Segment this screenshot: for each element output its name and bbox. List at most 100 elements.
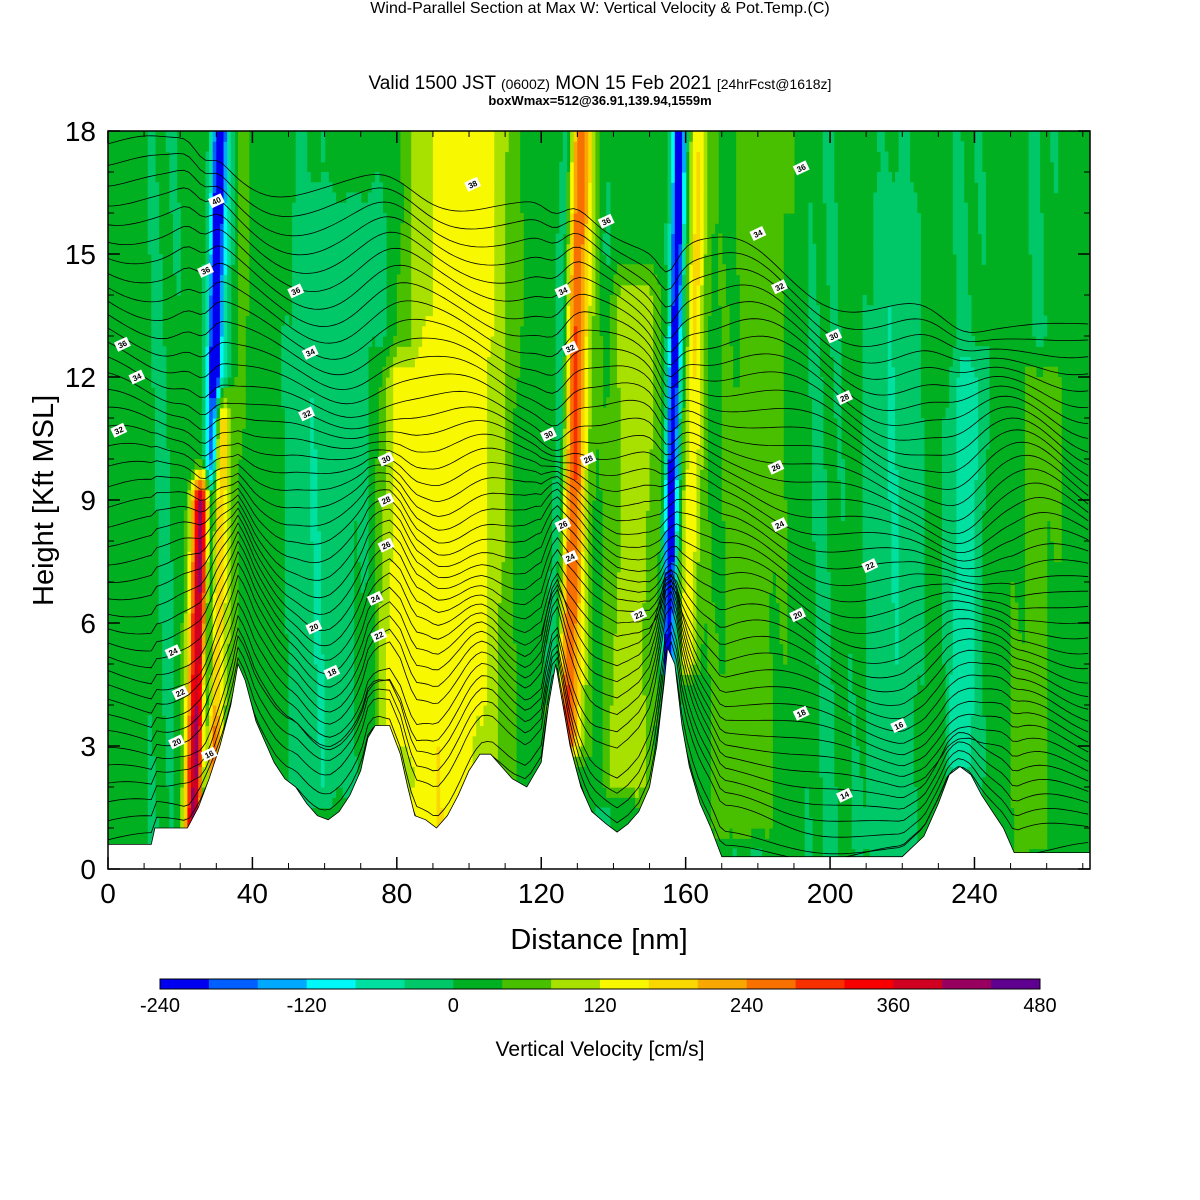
velocity-cell (321, 664, 326, 675)
velocity-cell (223, 387, 228, 399)
velocity-cell (328, 561, 333, 573)
velocity-cell (436, 797, 441, 809)
velocity-cell (299, 653, 304, 665)
velocity-cell (288, 756, 293, 768)
velocity-cell (469, 233, 474, 245)
velocity-cell (483, 336, 488, 347)
velocity-cell (353, 469, 358, 481)
velocity-cell (432, 192, 438, 204)
velocity-cell (454, 746, 459, 757)
velocity-cell (201, 684, 207, 696)
velocity-cell (306, 643, 311, 655)
velocity-cell (476, 612, 481, 624)
velocity-cell (414, 551, 420, 563)
velocity-cell (357, 254, 362, 265)
velocity-cell (209, 274, 214, 286)
velocity-cell (364, 305, 369, 317)
velocity-cell (458, 489, 463, 501)
velocity-cell (422, 653, 427, 665)
velocity-cell (295, 469, 300, 481)
velocity-cell (302, 387, 308, 399)
velocity-cell (335, 551, 340, 563)
velocity-cell (205, 674, 210, 686)
velocity-cell (339, 284, 344, 296)
velocity-cell (212, 346, 217, 358)
velocity-cell (205, 172, 210, 183)
velocity-cell (440, 151, 445, 163)
velocity-cell (321, 520, 326, 532)
velocity-cell (497, 674, 503, 686)
velocity-cell (461, 141, 467, 153)
velocity-cell (487, 202, 492, 214)
velocity-cell (321, 172, 326, 183)
velocity-cell (328, 356, 333, 368)
velocity-cell (447, 797, 452, 809)
velocity-cell (302, 325, 308, 337)
velocity-cell (494, 274, 499, 286)
velocity-cell (223, 592, 228, 604)
velocity-cell (147, 725, 152, 737)
velocity-cell (227, 633, 232, 645)
velocity-cell (422, 428, 427, 440)
velocity-cell (414, 161, 420, 173)
velocity-cell (241, 182, 246, 194)
velocity-cell (216, 377, 221, 388)
velocity-cell (237, 223, 243, 235)
velocity-cell (165, 725, 170, 737)
velocity-cell (432, 653, 438, 665)
velocity-cell (234, 510, 239, 522)
velocity-cell (436, 131, 441, 142)
velocity-cell (310, 213, 315, 224)
velocity-cell (205, 428, 210, 440)
velocity-cell (306, 356, 311, 368)
velocity-cell (288, 500, 293, 511)
velocity-cell (414, 705, 420, 716)
velocity-cell (342, 438, 347, 450)
velocity-cell (328, 787, 333, 798)
velocity-cell (292, 448, 297, 460)
velocity-cell (393, 346, 398, 358)
velocity-cell (230, 612, 235, 624)
velocity-cell (400, 274, 405, 286)
velocity-cell (447, 387, 452, 399)
velocity-cell (505, 366, 510, 378)
velocity-cell (447, 428, 452, 440)
velocity-cell (458, 766, 463, 778)
velocity-cell (490, 213, 495, 224)
velocity-cell (227, 520, 232, 532)
velocity-cell (349, 305, 355, 317)
velocity-cell (169, 633, 174, 645)
velocity-cell (331, 192, 337, 204)
velocity-cell (302, 592, 308, 604)
velocity-cell (187, 807, 192, 819)
velocity-cell (158, 346, 163, 358)
velocity-cell (306, 295, 311, 306)
velocity-cell (310, 305, 315, 317)
velocity-cell (198, 664, 203, 675)
velocity-cell (479, 418, 485, 429)
velocity-cell (422, 213, 427, 224)
velocity-cell (241, 325, 246, 337)
velocity-cell (404, 643, 409, 655)
velocity-cell (389, 623, 394, 634)
velocity-cell (212, 202, 217, 214)
velocity-cell (469, 438, 474, 450)
velocity-cell (508, 643, 513, 655)
velocity-cell (216, 141, 221, 153)
velocity-cell (378, 612, 383, 624)
velocity-cell (335, 346, 340, 358)
velocity-cell (382, 243, 387, 255)
velocity-cell (479, 172, 485, 183)
velocity-cell (411, 366, 416, 378)
velocity-cell (371, 295, 376, 306)
velocity-cell (317, 377, 322, 388)
velocity-cell (476, 561, 481, 573)
velocity-cell (216, 448, 221, 460)
velocity-cell (288, 746, 293, 757)
velocity-cell (429, 500, 434, 511)
velocity-cell (339, 233, 344, 245)
velocity-cell (299, 694, 304, 706)
velocity-cell (364, 223, 369, 235)
velocity-cell (353, 192, 358, 204)
velocity-cell (342, 387, 347, 399)
